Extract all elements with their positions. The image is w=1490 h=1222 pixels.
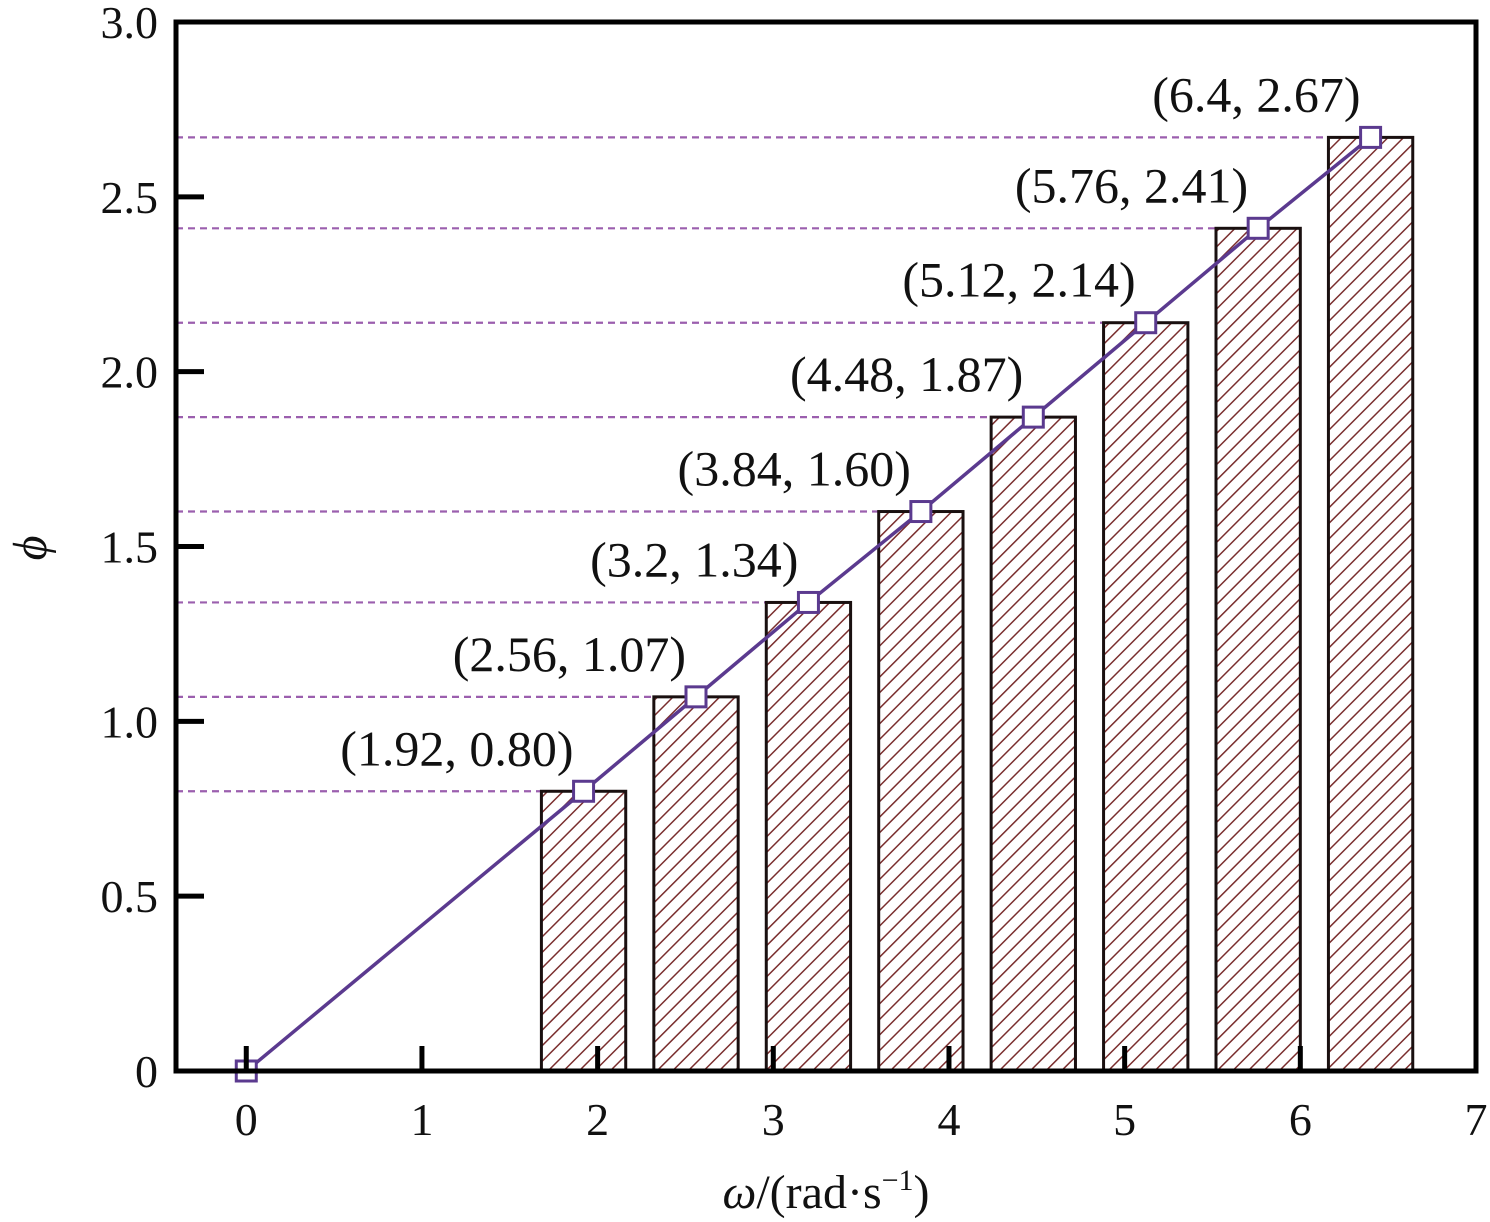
bar [1102, 321, 1190, 1073]
x-tick-label: 6 [1289, 1094, 1312, 1145]
x-tick-label: 1 [410, 1094, 433, 1145]
guide-lines [176, 136, 1371, 793]
y-axis-ticks: 0 0.5 1.0 1.5 2.0 2.5 3.0 [101, 0, 204, 1097]
x-tick-label: 3 [762, 1094, 785, 1145]
data-label: (1.92, 0.80) [340, 720, 573, 776]
bar-group [539, 135, 1415, 1073]
x-tick-label: 7 [1465, 1094, 1488, 1145]
y-tick-label: 1.5 [101, 522, 159, 573]
data-point-marker [796, 590, 820, 614]
data-point-marker [684, 685, 708, 709]
x-tick-label: 4 [937, 1094, 960, 1145]
data-point-marker [909, 500, 933, 524]
bar [1326, 135, 1415, 1073]
x-tick-label: 0 [235, 1094, 258, 1145]
bar [1214, 226, 1302, 1073]
data-point-marker [572, 779, 596, 803]
data-label: (4.48, 1.87) [790, 346, 1023, 402]
bar [877, 510, 965, 1073]
bar [989, 415, 1077, 1073]
data-label: (3.84, 1.60) [678, 441, 911, 497]
x-axis-title: ω/(rad·s−1) [722, 1164, 929, 1219]
data-label: (5.76, 2.41) [1015, 157, 1248, 213]
y-tick-label: 0 [135, 1046, 158, 1097]
y-tick-label: 2.0 [101, 347, 159, 398]
x-axis-ticks: 0 1 2 3 4 5 6 7 [235, 1046, 1488, 1145]
y-tick-label: 3.0 [101, 0, 159, 48]
annotation-group: (1.92, 0.80) (2.56, 1.07) (3.2, 1.34) (3.84… [340, 66, 1360, 776]
bar [539, 789, 628, 1073]
data-label: (3.2, 1.34) [590, 531, 798, 587]
data-point-marker [1246, 216, 1270, 240]
data-point-marker [1134, 311, 1158, 335]
data-label: (6.4, 2.67) [1152, 66, 1360, 122]
y-tick-label: 0.5 [101, 871, 159, 922]
bar [764, 600, 853, 1073]
x-tick-label: 5 [1113, 1094, 1136, 1145]
data-label: (5.12, 2.14) [902, 252, 1135, 308]
y-tick-label: 2.5 [101, 172, 159, 223]
data-point-marker [1021, 405, 1045, 429]
data-label: (2.56, 1.07) [453, 626, 686, 682]
x-tick-label: 2 [586, 1094, 609, 1145]
y-axis-title: ϕ [4, 536, 57, 561]
bar [652, 695, 740, 1073]
marker-group [234, 125, 1383, 1083]
y-tick-label: 1.0 [101, 696, 159, 747]
data-point-marker [1359, 125, 1383, 149]
